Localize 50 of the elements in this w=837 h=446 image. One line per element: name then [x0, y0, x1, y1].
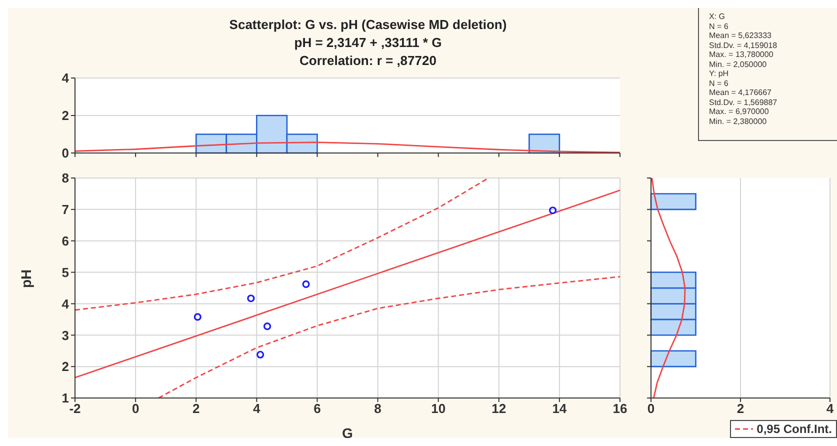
text: Min. = 2,380000: [709, 116, 768, 126]
y-tick-label: 1: [62, 390, 69, 406]
y-tick-label: 7: [62, 202, 69, 218]
y-tick-label: 5: [62, 264, 69, 280]
x-tick-label: 2: [192, 401, 200, 416]
text: N = 6: [709, 22, 730, 31]
point: [263, 322, 272, 330]
y-tick-label: 3: [62, 328, 69, 343]
x-tick-label: 0: [132, 401, 140, 416]
text: X: G: [709, 12, 726, 22]
x-tick-label: 14: [552, 401, 568, 416]
x-axis-title: G: [342, 425, 354, 441]
text: Mean = 5,623333: [709, 31, 772, 40]
text: Max. = 6,970000: [709, 107, 770, 116]
y-tick-label: 4: [62, 296, 70, 312]
point: [247, 294, 255, 302]
text: Mean = 4,176667: [709, 88, 772, 98]
point: [256, 350, 264, 358]
line-series: [158, 276, 620, 398]
y-tick-label: 0: [62, 146, 69, 161]
y-tick-label: 2: [62, 359, 69, 374]
point: [548, 206, 557, 214]
x-tick-label: 6: [314, 401, 321, 416]
x-tick-label: 4: [826, 401, 834, 416]
text: Std.Dv. = 1,569887: [709, 98, 778, 107]
x-tick-label: -2: [69, 401, 81, 416]
line-series: [75, 178, 490, 311]
x-tick-label: 10: [431, 401, 446, 416]
x-tick-label: 16: [612, 401, 628, 416]
x-tick-label: 8: [374, 401, 382, 416]
text: N = 6: [709, 78, 730, 88]
text: Std.Dv. = 4,159018: [709, 40, 778, 50]
chart-title: Scatterplot: G vs. pH (Casewise MD deletion): [228, 16, 508, 34]
y-tick-label: 4: [62, 70, 70, 86]
legend-label: 0,95 Conf.Int.: [756, 422, 832, 436]
text: Correlation: r = ,87720: [298, 52, 438, 70]
text: Min. = 2,050000: [709, 60, 768, 69]
text: Max. = 13,780000: [709, 50, 774, 60]
x-tick-label: 0: [647, 401, 655, 416]
text: Y: pH: [709, 69, 730, 78]
chart-subtitle: pH = 2,3147 + ,33111 * G: [293, 34, 443, 52]
y-tick-label: 6: [62, 233, 69, 248]
x-tick-label: 4: [253, 401, 262, 416]
point: [302, 280, 310, 288]
x-tick-label: 2: [736, 401, 744, 416]
y-tick-label: 2: [62, 108, 69, 124]
x-tick-label: 12: [492, 401, 506, 416]
y-tick-label: 8: [62, 170, 69, 186]
y-axis-title: pH: [18, 269, 34, 288]
point: [194, 313, 202, 321]
